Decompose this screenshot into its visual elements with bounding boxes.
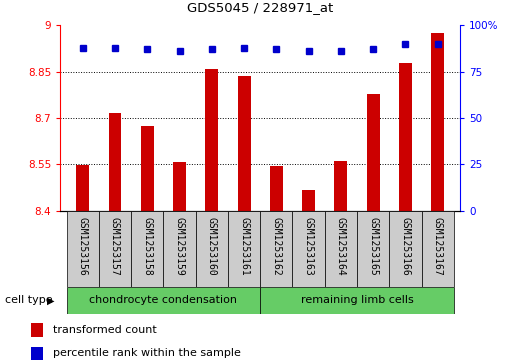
Bar	[31, 347, 43, 360]
Text: GSM1253165: GSM1253165	[368, 217, 378, 276]
Bar	[422, 211, 454, 287]
Bar	[367, 94, 380, 211]
Text: GSM1253162: GSM1253162	[271, 217, 281, 276]
Bar	[260, 287, 454, 314]
Bar	[109, 113, 121, 211]
Text: remaining limb cells: remaining limb cells	[301, 295, 413, 305]
Bar	[206, 69, 218, 211]
Text: GSM1253167: GSM1253167	[433, 217, 442, 276]
Bar	[141, 126, 154, 211]
Bar	[302, 189, 315, 211]
Text: chondrocyte condensation: chondrocyte condensation	[89, 295, 237, 305]
Text: cell type: cell type	[5, 295, 53, 305]
Bar	[66, 287, 260, 314]
Bar	[357, 211, 389, 287]
Text: transformed count: transformed count	[53, 325, 157, 335]
Text: GSM1253164: GSM1253164	[336, 217, 346, 276]
Text: ▶: ▶	[48, 295, 55, 305]
Bar	[66, 211, 99, 287]
Text: GSM1253160: GSM1253160	[207, 217, 217, 276]
Text: GDS5045 / 228971_at: GDS5045 / 228971_at	[187, 1, 333, 14]
Text: GSM1253163: GSM1253163	[303, 217, 314, 276]
Bar	[173, 162, 186, 211]
Bar	[99, 211, 131, 287]
Text: GSM1253159: GSM1253159	[175, 217, 185, 276]
Bar	[389, 211, 422, 287]
Bar	[237, 76, 251, 211]
Text: GSM1253166: GSM1253166	[401, 217, 411, 276]
Bar	[325, 211, 357, 287]
Text: percentile rank within the sample: percentile rank within the sample	[53, 348, 241, 359]
Bar	[334, 160, 347, 211]
Bar	[228, 211, 260, 287]
Bar	[431, 33, 444, 211]
Bar	[76, 165, 89, 211]
Text: GSM1253157: GSM1253157	[110, 217, 120, 276]
Bar	[260, 211, 292, 287]
Bar	[31, 323, 43, 337]
Bar	[131, 211, 163, 287]
Bar	[163, 211, 196, 287]
Text: GSM1253158: GSM1253158	[142, 217, 152, 276]
Bar	[196, 211, 228, 287]
Bar	[399, 63, 412, 211]
Bar	[292, 211, 325, 287]
Text: GSM1253156: GSM1253156	[78, 217, 88, 276]
Text: GSM1253161: GSM1253161	[239, 217, 249, 276]
Bar	[270, 166, 283, 211]
